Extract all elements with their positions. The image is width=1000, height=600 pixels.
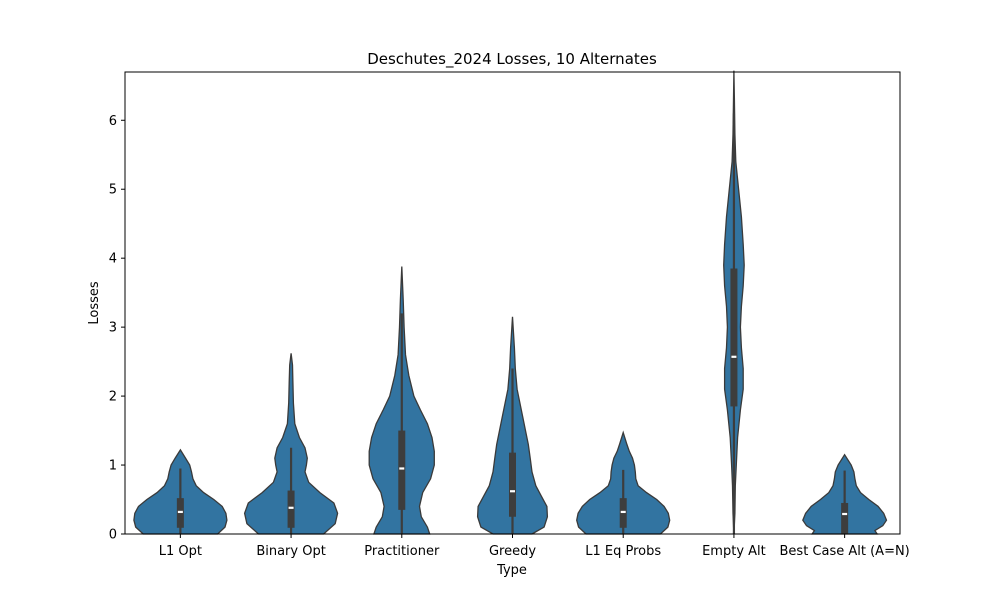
violin-l1-eq-probs: [576, 430, 671, 535]
x-tick-label: L1 Opt: [159, 544, 202, 559]
violin-iqr-box: [841, 502, 849, 534]
violin-practitioner: [368, 266, 435, 535]
violin-iqr-box: [398, 430, 406, 510]
violin-iqr-box: [287, 490, 295, 528]
y-tick-label: 6: [109, 114, 117, 129]
x-tick-label: Empty Alt: [702, 544, 766, 559]
y-tick-label: 2: [109, 390, 117, 405]
x-axis: L1 Opt Binary Opt Practitioner Greedy L1 Eq …: [159, 534, 910, 559]
chart-title: Deschutes_2024 Losses, 10 Alternates: [367, 50, 657, 69]
y-tick-label: 3: [109, 321, 117, 336]
violin-binary-opt: [243, 353, 339, 535]
x-tick-label: L1 Eq Probs: [585, 544, 661, 559]
x-tick-label: Binary Opt: [256, 544, 326, 559]
violin-iqr-box: [730, 268, 738, 407]
violin-greedy: [476, 316, 549, 535]
y-tick-label: 1: [109, 459, 117, 474]
violin-group: [133, 70, 888, 535]
violin-best-case-alt-a-n: [802, 453, 888, 535]
y-axis-label: Losses: [87, 281, 102, 325]
x-tick-label: Practitioner: [364, 544, 440, 559]
y-tick-label: 4: [109, 252, 117, 267]
x-axis-label: Type: [496, 563, 527, 578]
x-tick-label: Greedy: [489, 544, 536, 559]
y-axis: 0 1 2 3 4 5 6: [109, 114, 125, 543]
x-tick-label: Best Case Alt (A=N): [780, 544, 910, 559]
y-tick-label: 0: [109, 528, 117, 543]
violin-body: [243, 353, 339, 535]
violin-l1-opt: [133, 448, 228, 535]
violin-empty-alt: [723, 70, 745, 535]
violin-iqr-box: [509, 452, 516, 517]
y-tick-label: 5: [109, 183, 117, 198]
